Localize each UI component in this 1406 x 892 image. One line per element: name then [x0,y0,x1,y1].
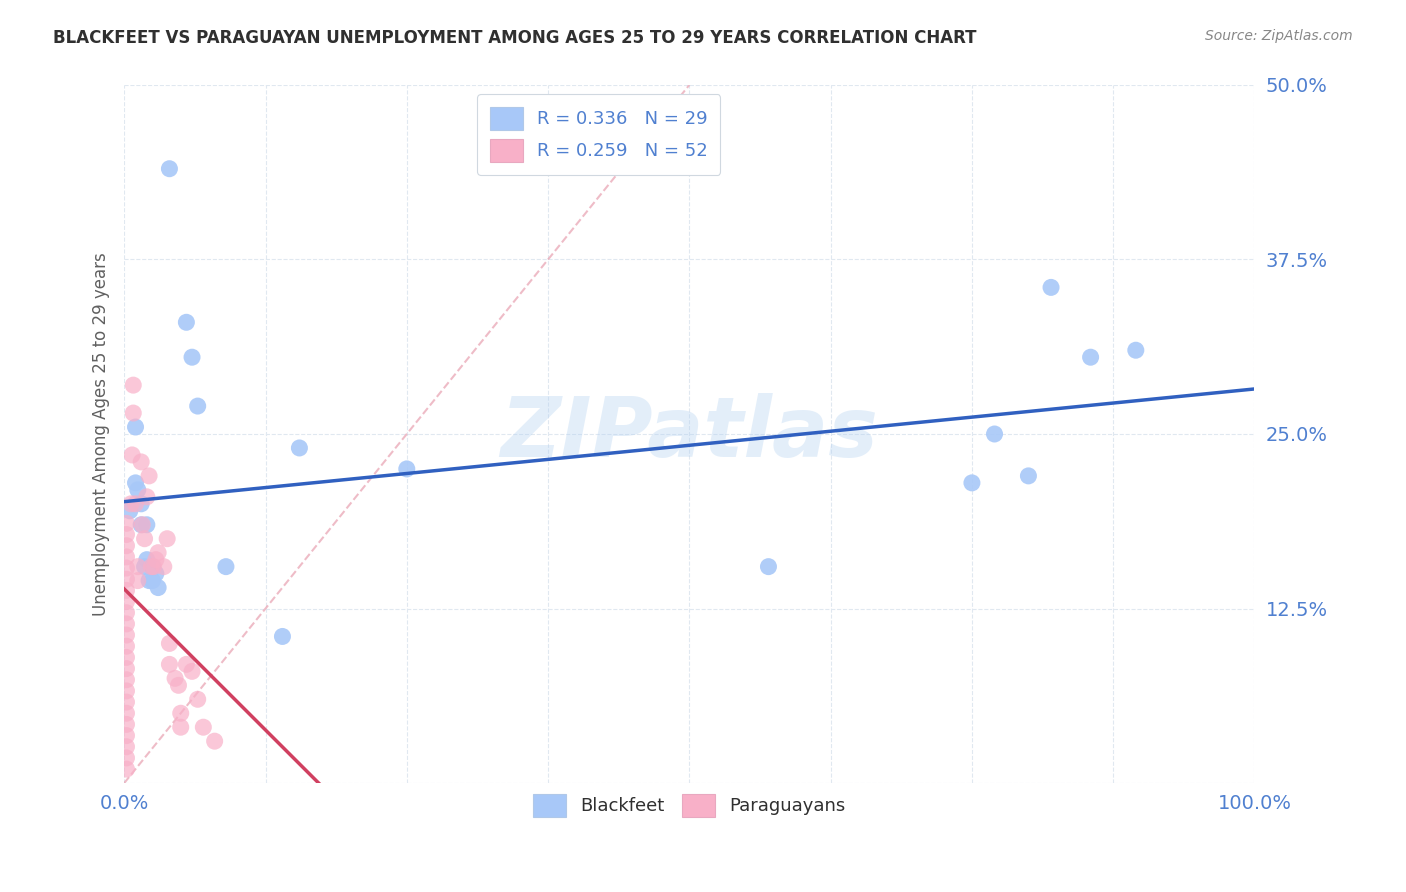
Point [138,574,160,588]
Point [176,315,198,329]
Point [146,546,169,560]
Point [758,559,780,574]
Point [120,497,142,511]
Point [176,657,198,672]
Point [115,762,138,776]
Point [156,532,179,546]
Point [124,497,146,511]
Point [115,606,138,620]
Point [181,350,204,364]
Point [115,527,138,541]
Point [131,517,153,532]
Point [135,490,157,504]
Point [271,630,294,644]
Point [115,729,138,743]
Point [1017,469,1039,483]
Point [115,594,138,608]
Point [215,559,238,574]
Point [115,650,138,665]
Point [960,475,983,490]
Point [115,572,138,586]
Point [115,539,138,553]
Point [145,552,167,566]
Point [187,692,209,706]
Point [134,532,156,546]
Point [395,462,418,476]
Point [141,559,163,574]
Point [115,695,138,709]
Point [127,483,149,497]
Point [115,751,138,765]
Point [115,549,138,564]
Point [135,552,157,566]
Text: ZIPatlas: ZIPatlas [501,393,879,475]
Point [204,734,226,748]
Point [141,574,163,588]
Point [127,559,149,574]
Y-axis label: Unemployment Among Ages 25 to 29 years: Unemployment Among Ages 25 to 29 years [93,252,110,615]
Point [152,559,174,574]
Point [115,616,138,631]
Point [115,516,138,531]
Point [1125,343,1147,358]
Point [129,455,152,469]
Point [187,399,209,413]
Point [159,657,181,672]
Point [115,706,138,721]
Point [138,469,160,483]
Point [167,678,190,692]
Point [1040,280,1063,294]
Point [115,583,138,598]
Point [122,378,145,392]
Point [127,574,149,588]
Point [115,684,138,698]
Point [288,441,311,455]
Point [115,717,138,731]
Legend: Blackfeet, Paraguayans: Blackfeet, Paraguayans [526,787,853,824]
Point [141,559,163,574]
Point [121,448,143,462]
Point [115,662,138,676]
Point [170,720,193,734]
Point [159,161,181,176]
Point [146,581,169,595]
Point [118,504,141,518]
Text: Source: ZipAtlas.com: Source: ZipAtlas.com [1205,29,1353,43]
Point [159,636,181,650]
Point [124,475,146,490]
Point [983,427,1005,442]
Point [124,420,146,434]
Point [135,517,157,532]
Point [115,561,138,575]
Point [170,706,193,721]
Text: BLACKFEET VS PARAGUAYAN UNEMPLOYMENT AMONG AGES 25 TO 29 YEARS CORRELATION CHART: BLACKFEET VS PARAGUAYAN UNEMPLOYMENT AMO… [53,29,977,46]
Point [122,406,145,420]
Point [181,665,204,679]
Point [134,559,156,574]
Point [1080,350,1102,364]
Point [193,720,215,734]
Point [115,673,138,687]
Point [115,628,138,642]
Point [115,639,138,653]
Point [142,559,165,574]
Point [165,671,187,685]
Point [145,566,167,581]
Point [129,517,152,532]
Point [129,497,152,511]
Point [115,739,138,754]
